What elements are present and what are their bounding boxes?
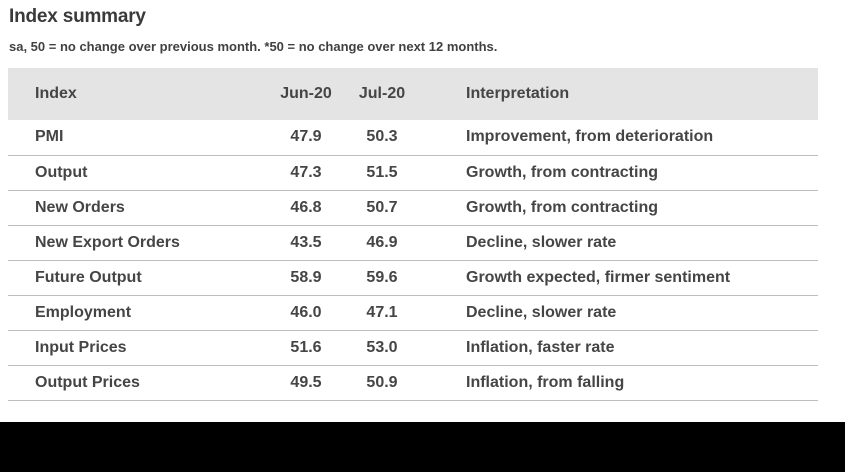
table-row: New Orders 46.8 50.7 Growth, from contra… bbox=[8, 190, 818, 226]
jul20-value-cell: 51.5 bbox=[345, 155, 419, 191]
index-name-cell: Output Prices bbox=[8, 365, 267, 401]
jul20-value-cell: 59.6 bbox=[345, 260, 419, 296]
interpretation-cell: Inflation, faster rate bbox=[419, 330, 818, 366]
jul20-value-cell: 50.7 bbox=[345, 190, 419, 226]
jul20-value-cell: 47.1 bbox=[345, 295, 419, 331]
table-row: Output Prices 49.5 50.9 Inflation, from … bbox=[8, 365, 818, 401]
col-header-jul20: Jul-20 bbox=[358, 85, 406, 102]
interpretation-cell: Growth expected, firmer sentiment bbox=[419, 260, 818, 296]
index-summary-table: Index Jun-20 Jul-20 Interpretation PMI 4… bbox=[8, 68, 818, 401]
table-row: New Export Orders 43.5 46.9 Decline, slo… bbox=[8, 225, 818, 261]
interpretation-cell: Decline, slower rate bbox=[419, 225, 818, 261]
jul20-value-cell: 50.3 bbox=[345, 120, 419, 156]
table-row: Employment 46.0 47.1 Decline, slower rat… bbox=[8, 295, 818, 331]
interpretation-cell: Growth, from contracting bbox=[419, 190, 818, 226]
table-row: PMI 47.9 50.3 Improvement, from deterior… bbox=[8, 120, 818, 156]
interpretation-cell: Inflation, from falling bbox=[419, 365, 818, 401]
jul20-value-cell: 46.9 bbox=[345, 225, 419, 261]
jun20-value-cell: 49.5 bbox=[267, 365, 345, 401]
table-row: Output 47.3 51.5 Growth, from contractin… bbox=[8, 155, 818, 191]
bottom-black-bar bbox=[0, 422, 845, 472]
interpretation-cell: Decline, slower rate bbox=[419, 295, 818, 331]
jun20-value-cell: 47.3 bbox=[267, 155, 345, 191]
page-title: Index summary bbox=[9, 6, 146, 27]
jun20-value-cell: 51.6 bbox=[267, 330, 345, 366]
index-name-cell: Output bbox=[8, 155, 267, 191]
col-header-index: Index bbox=[35, 85, 77, 102]
jul20-value-cell: 53.0 bbox=[345, 330, 419, 366]
table-row: Future Output 58.9 59.6 Growth expected,… bbox=[8, 260, 818, 296]
jun20-value-cell: 58.9 bbox=[267, 260, 345, 296]
jul20-value-cell: 50.9 bbox=[345, 365, 419, 401]
index-name-cell: Future Output bbox=[8, 260, 267, 296]
index-name-cell: PMI bbox=[8, 120, 267, 156]
jun20-value-cell: 46.0 bbox=[267, 295, 345, 331]
col-header-jun20: Jun-20 bbox=[280, 85, 332, 102]
index-name-cell: New Orders bbox=[8, 190, 267, 226]
index-name-cell: Input Prices bbox=[8, 330, 267, 366]
interpretation-cell: Improvement, from deterioration bbox=[419, 120, 818, 156]
col-header-interpretation: Interpretation bbox=[466, 85, 570, 102]
interpretation-cell: Growth, from contracting bbox=[419, 155, 818, 191]
table-row: Input Prices 51.6 53.0 Inflation, faster… bbox=[8, 330, 818, 366]
page-subtitle: sa, 50 = no change over previous month. … bbox=[9, 39, 498, 54]
jun20-value-cell: 47.9 bbox=[267, 120, 345, 156]
index-name-cell: New Export Orders bbox=[8, 225, 267, 261]
table-header-row: Index Jun-20 Jul-20 Interpretation bbox=[8, 68, 818, 120]
jun20-value-cell: 46.8 bbox=[267, 190, 345, 226]
index-name-cell: Employment bbox=[8, 295, 267, 331]
jun20-value-cell: 43.5 bbox=[267, 225, 345, 261]
